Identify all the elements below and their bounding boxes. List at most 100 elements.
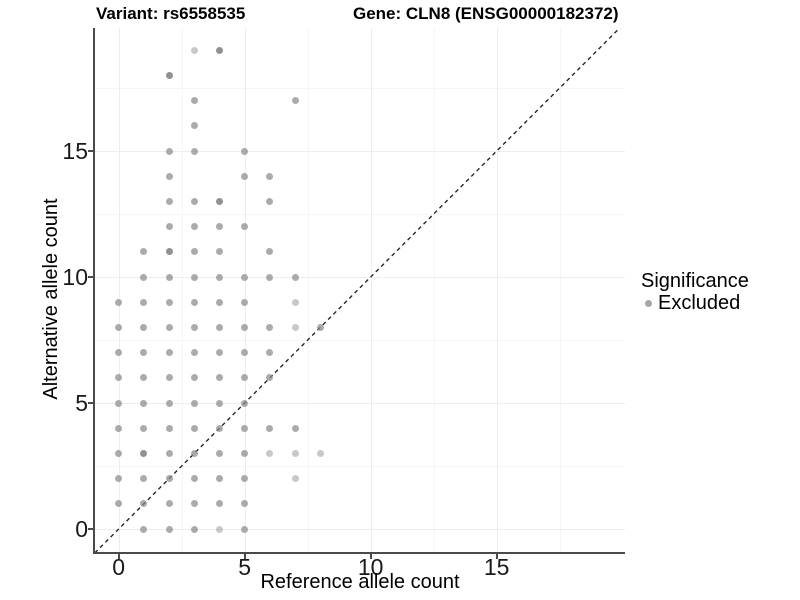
data-point	[241, 475, 249, 483]
data-point	[140, 449, 148, 457]
x-tick-label: 5	[238, 554, 252, 580]
minor-gridline	[307, 28, 309, 552]
data-point	[216, 349, 223, 357]
data-point	[266, 349, 274, 357]
data-point	[216, 273, 223, 281]
data-point	[190, 449, 198, 457]
data-point	[115, 500, 123, 508]
data-point	[115, 374, 123, 382]
data-point	[241, 147, 249, 155]
major-gridline	[244, 28, 246, 552]
data-point	[216, 298, 223, 306]
data-point	[165, 273, 173, 281]
x-tick-mark	[117, 554, 120, 559]
legend-item: Excluded	[641, 292, 749, 314]
data-point	[266, 273, 274, 281]
data-point	[190, 223, 198, 231]
major-gridline	[95, 529, 625, 530]
data-point	[165, 197, 173, 205]
major-gridline	[95, 151, 625, 152]
data-point	[140, 475, 148, 483]
data-point	[316, 323, 324, 331]
data-point	[216, 197, 223, 205]
data-point	[190, 97, 198, 105]
data-point	[291, 475, 299, 483]
data-point	[190, 323, 198, 331]
x-tick-mark	[495, 554, 498, 559]
minor-gridline	[433, 28, 435, 552]
data-point	[165, 71, 173, 79]
x-axis-title: Reference allele count	[260, 571, 460, 593]
data-point	[241, 323, 249, 331]
data-point	[140, 424, 148, 432]
data-point	[140, 273, 148, 281]
y-tick-mark	[88, 402, 93, 404]
data-point	[190, 424, 198, 432]
data-point	[115, 399, 123, 407]
minor-gridline	[181, 28, 183, 552]
data-point	[190, 147, 198, 155]
data-point	[190, 399, 198, 407]
data-point	[190, 273, 198, 281]
x-tick-mark	[243, 554, 246, 559]
identity-line-dashed	[95, 28, 621, 552]
data-point	[266, 449, 274, 457]
data-point	[190, 349, 198, 357]
y-tick-mark	[88, 528, 93, 530]
data-point	[165, 248, 173, 256]
data-point	[140, 500, 148, 508]
data-point	[165, 172, 173, 180]
major-gridline	[95, 277, 625, 278]
data-point	[216, 323, 223, 331]
data-point	[140, 374, 148, 382]
y-tick-label: 15	[62, 138, 88, 164]
data-point	[216, 500, 223, 508]
x-tick-mark	[369, 554, 372, 559]
data-point	[165, 525, 173, 533]
data-point	[266, 248, 274, 256]
data-point	[115, 298, 123, 306]
data-point	[216, 46, 223, 54]
data-point	[190, 197, 198, 205]
data-point	[241, 424, 249, 432]
data-point	[140, 525, 148, 533]
data-point	[216, 399, 223, 407]
data-point	[165, 147, 173, 155]
data-point	[241, 223, 249, 231]
data-point	[241, 525, 249, 533]
data-point	[140, 349, 148, 357]
data-point	[140, 323, 148, 331]
y-tick-mark	[88, 276, 93, 278]
data-point	[216, 475, 223, 483]
data-point	[291, 97, 299, 105]
data-point	[140, 399, 148, 407]
major-gridline	[370, 28, 372, 552]
minor-gridline	[95, 88, 625, 89]
data-point	[115, 424, 123, 432]
data-point	[241, 349, 249, 357]
minor-gridline	[95, 214, 625, 215]
variant-title: Variant: rs6558535	[96, 4, 246, 23]
data-point	[241, 399, 249, 407]
data-point	[266, 323, 274, 331]
data-point	[316, 449, 324, 457]
data-point	[266, 197, 274, 205]
minor-gridline	[95, 340, 625, 341]
major-gridline	[118, 28, 120, 552]
y-tick-mark	[88, 150, 93, 152]
data-point	[291, 424, 299, 432]
x-tick-label: 0	[112, 554, 126, 580]
data-point	[241, 500, 249, 508]
data-point	[241, 273, 249, 281]
data-point	[291, 323, 299, 331]
plot-panel	[95, 28, 625, 552]
data-point	[140, 298, 148, 306]
data-point	[165, 399, 173, 407]
data-point	[190, 475, 198, 483]
data-point	[216, 374, 223, 382]
data-point	[266, 172, 274, 180]
data-point	[216, 449, 223, 457]
data-point	[216, 525, 223, 533]
data-point	[266, 424, 274, 432]
